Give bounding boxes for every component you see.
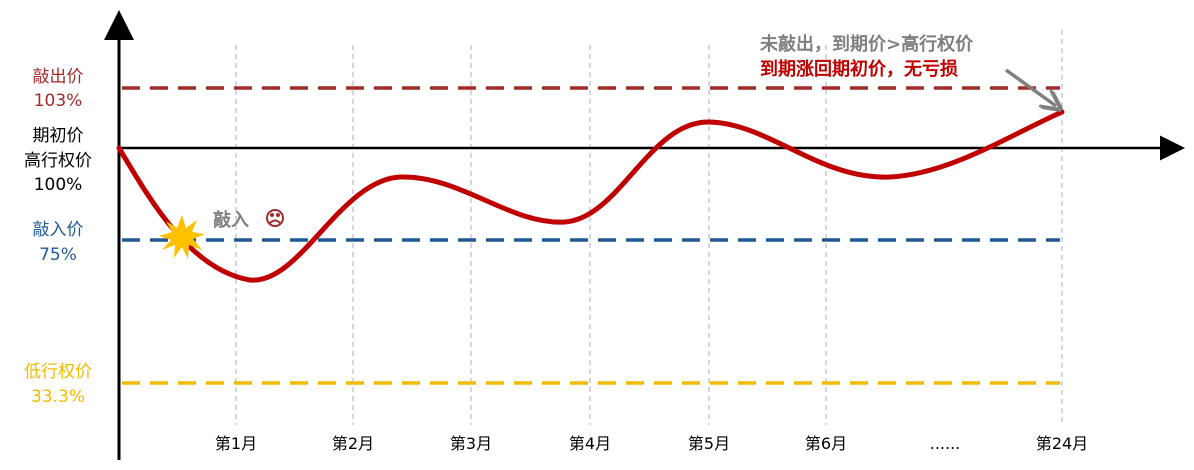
annotation-line2: 到期涨回期初价，无亏损 [760, 58, 958, 80]
sad-face-icon [266, 209, 284, 227]
x-tick: 第24月 [1036, 434, 1088, 453]
knock-out-label: 敲出价 [33, 67, 84, 87]
x-tick: 第5月 [688, 434, 730, 453]
knock-in-label: 敲入 [213, 209, 249, 231]
high-strike-label: 高行权价 [24, 151, 92, 171]
knock-in-value: 75% [39, 245, 77, 265]
x-tick: 第6月 [805, 434, 847, 453]
annotation-arrow [1004, 68, 1056, 106]
annotation-line1: 未敲出，到期价>高行权价 [760, 33, 974, 55]
initial-value: 100% [34, 175, 83, 195]
low-strike-label: 低行权价 [24, 362, 92, 382]
knock-out-value: 103% [34, 91, 83, 111]
initial-price-label: 期初价 [33, 126, 84, 146]
x-tick: 第2月 [332, 434, 374, 453]
x-tick: 第1月 [215, 434, 257, 453]
price-path [116, 109, 1065, 283]
knock-in-price-label: 敲入价 [33, 220, 84, 240]
starburst-icon [159, 215, 205, 259]
x-tick: 第3月 [450, 434, 492, 453]
x-tick: 第4月 [569, 434, 611, 453]
x-tick: ...... [930, 434, 961, 453]
low-strike-value: 33.3% [31, 387, 85, 407]
